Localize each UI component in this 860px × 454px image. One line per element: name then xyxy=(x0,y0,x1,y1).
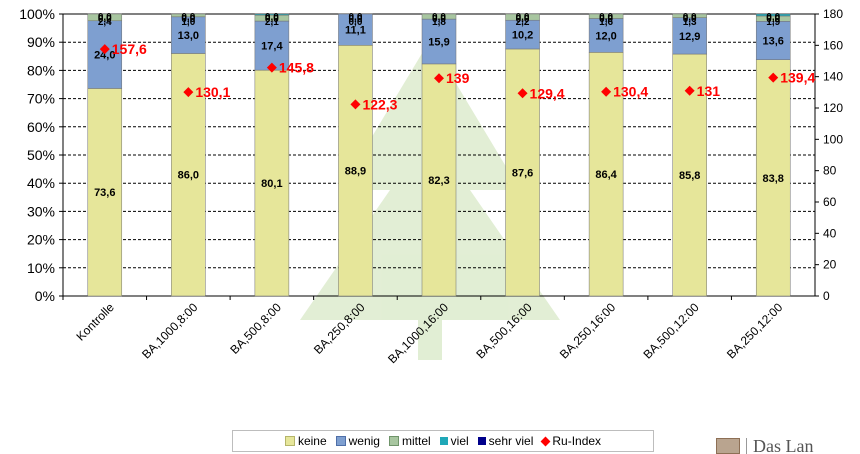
legend-swatch-wenig xyxy=(336,436,346,446)
y-left-tick-label: 30% xyxy=(27,203,55,219)
data-label-mittel: 2,2 xyxy=(516,17,530,28)
x-tick-label: BA,500,12:00 xyxy=(640,300,702,362)
legend-label-mittel: mittel xyxy=(402,434,431,448)
legend-item-ru-index: Ru-Index xyxy=(542,434,601,448)
data-label-keine: 88,9 xyxy=(345,166,366,178)
y-left-tick-label: 10% xyxy=(27,260,55,276)
data-label-keine: 87,6 xyxy=(512,167,533,179)
y-axis-left: 0% 10% 20% 30% 40% 50% 60% 70% 80% 90% 100% xyxy=(19,6,63,304)
data-label-wenig: 17,4 xyxy=(261,41,283,53)
y-left-tick-label: 50% xyxy=(27,147,55,163)
y-right-tick-label: 140 xyxy=(823,70,843,84)
data-label-wenig: 12,0 xyxy=(595,30,616,42)
y-right-tick-label: 80 xyxy=(823,164,837,178)
data-label-mittel: 1,3 xyxy=(683,17,697,28)
data-label-mittel: 0,0 xyxy=(348,17,362,28)
legend-label-keine: keine xyxy=(298,434,327,448)
y-right-tick-label: 40 xyxy=(823,226,837,240)
data-label-mittel: 2,4 xyxy=(98,17,112,28)
y-left-tick-label: 0% xyxy=(35,288,55,304)
y-left-tick-label: 70% xyxy=(27,91,55,107)
data-label-keine: 82,3 xyxy=(428,175,449,187)
y-right-tick-label: 160 xyxy=(823,38,843,52)
legend-item-keine: keine xyxy=(285,434,327,448)
ru-index-label: 130,1 xyxy=(195,84,230,100)
y-right-tick-label: 60 xyxy=(823,195,837,209)
x-tick-label: BA,1000,8:00 xyxy=(139,300,201,362)
legend-item-mittel: mittel xyxy=(389,434,431,448)
x-tick-label: BA,250,16:00 xyxy=(557,300,619,362)
y-right-tick-label: 20 xyxy=(823,258,837,272)
legend-item-sehr-viel: sehr viel xyxy=(478,434,534,448)
legend-swatch-mittel xyxy=(389,436,399,446)
y-right-tick-label: 0 xyxy=(823,289,830,303)
legend-label-wenig: wenig xyxy=(349,434,380,448)
ru-index-label: 145,8 xyxy=(279,60,314,76)
data-label-keine: 83,8 xyxy=(763,173,784,185)
legend-item-viel: viel xyxy=(440,434,469,448)
y-right-tick-label: 100 xyxy=(823,132,843,146)
y-left-tick-label: 80% xyxy=(27,62,55,78)
building-icon xyxy=(716,438,740,454)
data-label-keine: 86,0 xyxy=(178,170,199,182)
legend-item-wenig: wenig xyxy=(336,434,380,448)
data-label-wenig: 15,9 xyxy=(428,36,449,48)
data-label-keine: 86,4 xyxy=(595,169,617,181)
legend-label-sehr-viel: sehr viel xyxy=(489,434,534,448)
data-label-mittel: 1,0 xyxy=(181,17,195,28)
legend-swatch-viel xyxy=(440,437,448,445)
ru-index-label: 131 xyxy=(697,83,721,99)
ru-index-label: 122,3 xyxy=(362,96,397,112)
logo: Das Lan xyxy=(716,438,860,454)
data-label-wenig: 13,0 xyxy=(178,30,199,42)
ru-index-label: 130,4 xyxy=(613,84,648,100)
y-axis-right: 0 20 40 60 80 100 120 140 160 180 xyxy=(815,7,843,303)
y-left-tick-label: 40% xyxy=(27,175,55,191)
legend: keine wenig mittel viel sehr viel Ru-Ind… xyxy=(232,430,654,452)
ru-index-label: 139 xyxy=(446,70,470,86)
y-left-tick-label: 20% xyxy=(27,232,55,248)
bars xyxy=(88,14,790,296)
x-tick-label: BA,250,12:00 xyxy=(724,300,786,362)
ru-index-label: 129,4 xyxy=(530,85,565,101)
y-left-tick-label: 90% xyxy=(27,34,55,50)
data-label-keine: 80,1 xyxy=(261,178,282,190)
logo-text: Das Lan xyxy=(753,438,813,454)
data-label-mittel: 1,6 xyxy=(599,17,613,28)
ru-index-label: 157,6 xyxy=(112,41,147,57)
x-tick-label: Kontrolle xyxy=(74,300,118,344)
data-label-mittel: 2,1 xyxy=(265,17,279,28)
data-label-keine: 73,6 xyxy=(94,187,115,199)
ru-index-label: 139,4 xyxy=(780,70,815,86)
legend-swatch-ru-index xyxy=(541,436,551,446)
data-label-wenig: 12,9 xyxy=(679,31,700,43)
legend-swatch-keine xyxy=(285,436,295,446)
legend-swatch-sehr-viel xyxy=(478,437,486,445)
data-label-wenig: 10,2 xyxy=(512,30,533,42)
data-label-mittel: 1,9 xyxy=(766,17,780,28)
x-tick-label: BA,500,8:00 xyxy=(227,300,284,357)
y-left-tick-label: 100% xyxy=(19,6,55,22)
logo-divider xyxy=(746,438,747,454)
legend-label-ru-index: Ru-Index xyxy=(552,434,601,448)
chart: 0% 10% 20% 30% 40% 50% 60% 70% 80% 90% 100% 0 20 40 60… xyxy=(0,0,860,430)
data-label-mittel: 1,8 xyxy=(432,17,446,28)
data-label-wenig: 13,6 xyxy=(763,36,784,48)
data-label-keine: 85,8 xyxy=(679,170,700,182)
y-left-tick-label: 60% xyxy=(27,119,55,135)
y-right-tick-label: 180 xyxy=(823,7,843,21)
legend-label-viel: viel xyxy=(451,434,469,448)
y-right-tick-label: 120 xyxy=(823,101,843,115)
